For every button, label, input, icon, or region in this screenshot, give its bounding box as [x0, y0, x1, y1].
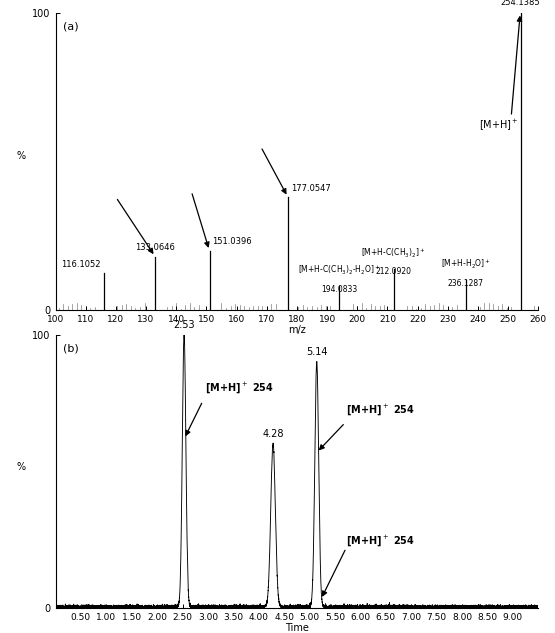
- Text: 4.28: 4.28: [263, 429, 284, 439]
- Text: 151.0396: 151.0396: [213, 237, 252, 246]
- Text: [M+H]$^+$ 254: [M+H]$^+$ 254: [346, 403, 415, 417]
- Text: (a): (a): [63, 22, 78, 32]
- Text: 116.1052: 116.1052: [62, 260, 101, 268]
- Text: [M+H-H$_2$O]$^+$: [M+H-H$_2$O]$^+$: [441, 258, 491, 272]
- X-axis label: m/z: m/z: [288, 325, 306, 335]
- Text: [M+H-C(CH$_3$)$_2$-H$_2$O]$^+$: [M+H-C(CH$_3$)$_2$-H$_2$O]$^+$: [298, 264, 380, 277]
- Text: 236.1287: 236.1287: [448, 279, 484, 288]
- X-axis label: Time: Time: [285, 623, 309, 633]
- Text: 254.1385: 254.1385: [501, 0, 541, 7]
- Text: 2.53: 2.53: [173, 320, 195, 330]
- Y-axis label: %: %: [17, 461, 26, 472]
- Text: 133.0646: 133.0646: [135, 243, 175, 252]
- Y-axis label: %: %: [17, 151, 26, 161]
- Text: [M+H]$^+$: [M+H]$^+$: [479, 116, 519, 132]
- Text: 177.0547: 177.0547: [291, 184, 331, 192]
- Text: [M+H]$^+$ 254: [M+H]$^+$ 254: [205, 380, 274, 396]
- Text: 194.0833: 194.0833: [321, 285, 357, 294]
- Text: (b): (b): [63, 344, 78, 354]
- Text: 5.14: 5.14: [306, 348, 327, 357]
- Text: [M+H-C(CH$_3$)$_2$]$^+$: [M+H-C(CH$_3$)$_2$]$^+$: [361, 246, 426, 260]
- Text: [M+H]$^+$ 254: [M+H]$^+$ 254: [346, 533, 415, 548]
- Text: 212.0920: 212.0920: [376, 267, 411, 276]
